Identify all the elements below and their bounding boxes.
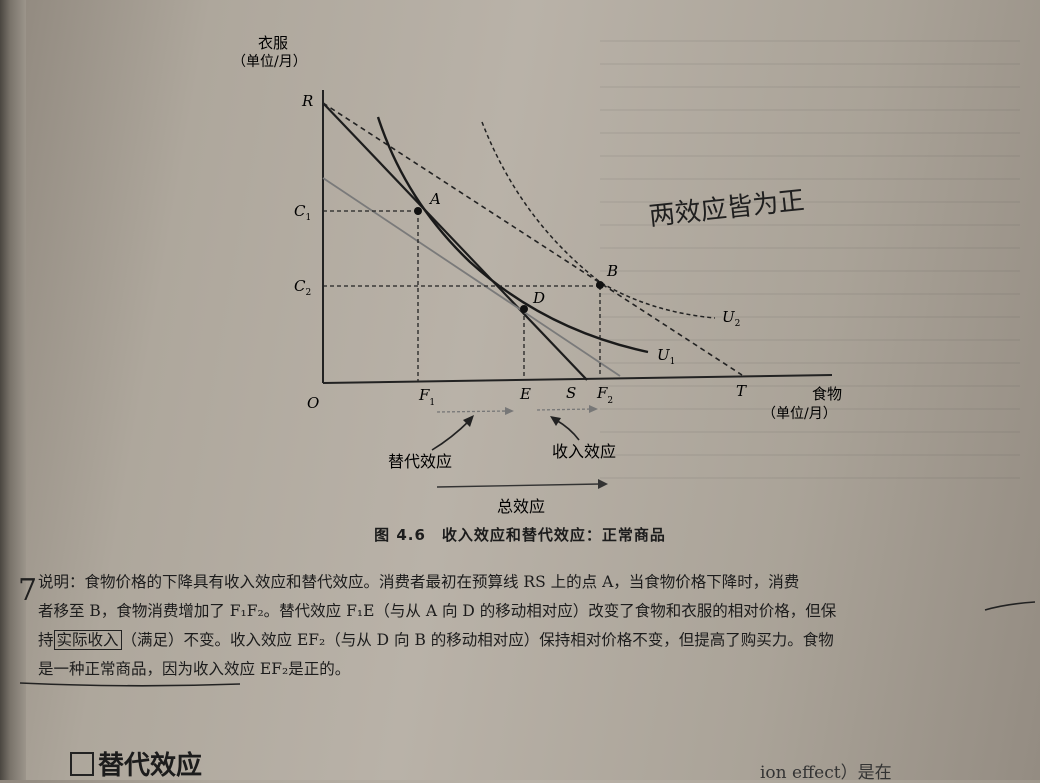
explanation-line-4: 是一种正常商品，因为收入效应 EF₂是正的。 <box>38 660 351 678</box>
bleed-through-text <box>600 40 1020 500</box>
total-effect-label: 总效应 <box>497 497 545 516</box>
total-effect-arrow <box>436 483 601 488</box>
margin-mark-7: 7 <box>18 573 37 608</box>
point-D <box>520 305 528 313</box>
substitution-arrowhead <box>505 407 514 415</box>
label-F1: F1 <box>418 386 435 408</box>
pen-underline-1 <box>984 601 1036 611</box>
indifference-curve-U1 <box>376 116 649 354</box>
point-A <box>414 207 422 215</box>
explanation-paragraph: 说明：食物价格的下降具有收入效应和替代效应。消费者最初在预算线 RS 上的点 A… <box>38 568 1028 684</box>
total-arrowhead <box>598 479 608 489</box>
income-arrowhead <box>589 405 598 413</box>
label-S: S <box>566 384 576 402</box>
label-U2: U2 <box>722 308 740 329</box>
section-box-icon <box>70 751 94 776</box>
label-U1: U1 <box>657 346 675 367</box>
label-C2: C2 <box>294 277 311 298</box>
handwritten-note: 两效应皆为正 <box>648 186 806 232</box>
label-A: A <box>428 190 441 208</box>
label-E: E <box>519 385 531 403</box>
origin-label: O <box>307 394 319 412</box>
budget-line-RT-dashed <box>322 102 743 376</box>
income-callout-head <box>550 416 561 426</box>
label-C1: C1 <box>294 202 311 223</box>
indifference-curve-U2 <box>481 121 716 319</box>
budget-line-RS <box>322 102 588 381</box>
explanation-line-1: 说明：食物价格的下降具有收入效应和替代效应。消费者最初在预算线 RS 上的点 A… <box>38 573 800 591</box>
bottom-text-fragment: ion effect）是在 <box>760 763 892 783</box>
substitution-callout-arrow <box>431 419 471 451</box>
x-axis-title: 食物 <box>812 385 842 403</box>
label-B: B <box>606 262 618 280</box>
label-T: T <box>736 382 747 400</box>
label-F2: F2 <box>596 384 613 406</box>
income-callout-arrow <box>555 419 580 441</box>
section-title: 替代效应 <box>98 751 203 781</box>
explanation-line-2: 者移至 B，食物消费增加了 F₁F₂。替代效应 F₁E（与从 A 向 D 的移动… <box>38 602 837 620</box>
y-axis-title: 衣服 <box>258 34 288 52</box>
explanation-line-3: 持实际收入 （满足）不变。收入效应 EF₂（与从 D 向 B 的移动相对应）保持相… <box>38 630 834 650</box>
income-effect-label: 收入效应 <box>552 442 616 461</box>
boxed-real-income: 实际收入 <box>53 630 122 650</box>
substitution-effect-arrow <box>436 410 509 413</box>
budget-line-parallel <box>322 177 621 377</box>
y-axis-unit: （单位/月） <box>232 54 307 70</box>
pen-underline-2 <box>19 682 241 687</box>
book-spine <box>0 0 26 780</box>
label-R: R <box>301 92 313 110</box>
label-D: D <box>532 289 545 307</box>
figure-caption: 图 4.6 收入效应和替代效应：正常商品 <box>374 526 666 544</box>
point-B <box>596 281 604 289</box>
section-heading: 替代效应 <box>70 745 202 782</box>
x-axis-unit: （单位/月） <box>762 406 837 422</box>
substitution-effect-label: 替代效应 <box>388 452 452 471</box>
substitution-callout-head <box>463 415 474 427</box>
x-axis <box>322 374 833 384</box>
income-effect-arrow <box>536 408 593 411</box>
